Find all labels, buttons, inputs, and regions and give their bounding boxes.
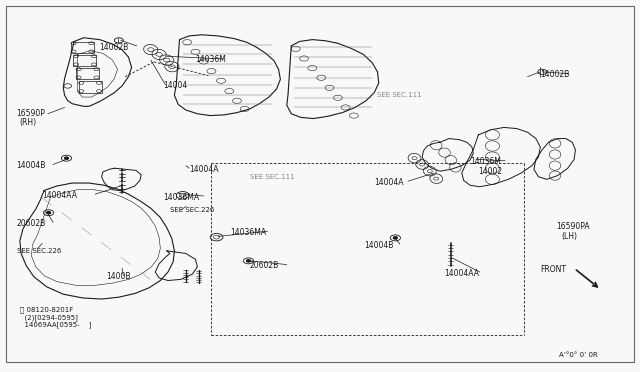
Text: A’°0° 0’ 0R: A’°0° 0’ 0R (559, 352, 598, 357)
Text: 14036M: 14036M (470, 157, 501, 166)
Text: 14004A: 14004A (374, 178, 404, 187)
Circle shape (394, 237, 397, 239)
Circle shape (246, 260, 250, 262)
Text: 14002: 14002 (478, 167, 502, 176)
Text: 14002B: 14002B (100, 42, 129, 51)
Text: 16590PA: 16590PA (556, 222, 590, 231)
Text: 14004B: 14004B (17, 161, 46, 170)
Text: 14069AA[0595-    ]: 14069AA[0595- ] (20, 322, 92, 328)
Circle shape (47, 212, 51, 214)
Text: 20602B: 20602B (250, 261, 279, 270)
Text: FRONT: FRONT (540, 265, 566, 274)
Text: (2)[0294-0595]: (2)[0294-0595] (20, 314, 77, 321)
Text: SEE SEC.226: SEE SEC.226 (170, 207, 214, 213)
Text: (RH): (RH) (20, 119, 37, 128)
Text: 14004AA: 14004AA (42, 191, 77, 200)
Text: 16590P: 16590P (17, 109, 45, 118)
Text: SEE SEC.111: SEE SEC.111 (378, 92, 422, 98)
Text: 14036MA: 14036MA (230, 228, 267, 237)
Text: 14004A: 14004A (189, 165, 219, 174)
Text: 14004B: 14004B (365, 241, 394, 250)
Text: 14004AA: 14004AA (445, 269, 479, 278)
Text: 14004: 14004 (164, 81, 188, 90)
Text: SEE SEC.111: SEE SEC.111 (250, 174, 294, 180)
Text: 14002B: 14002B (540, 70, 570, 79)
Circle shape (65, 157, 68, 159)
Text: (LH): (LH) (561, 231, 577, 241)
Text: 14036MA: 14036MA (164, 193, 200, 202)
Text: 20602B: 20602B (17, 219, 46, 228)
Text: SEE SEC.226: SEE SEC.226 (17, 248, 61, 254)
Text: 1400B: 1400B (106, 272, 131, 281)
Text: Ⓑ 08120-8201F: Ⓑ 08120-8201F (20, 307, 73, 314)
Text: 14036M: 14036M (195, 55, 227, 64)
